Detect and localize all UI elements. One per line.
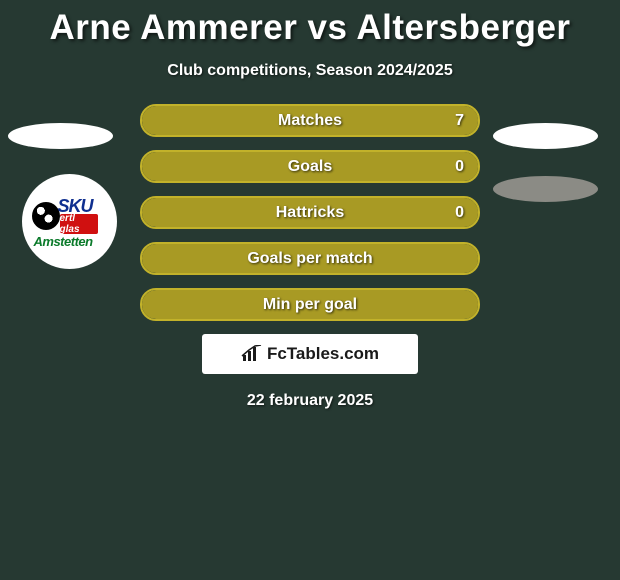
bar-label: Min per goal [263, 296, 357, 314]
bar-goals: Goals 0 [140, 150, 480, 183]
bar-hattricks: Hattricks 0 [140, 196, 480, 229]
bar-goals-per-match: Goals per match [140, 242, 480, 275]
bar-value: 0 [455, 158, 464, 176]
logo-mid-text: ertl glas [60, 214, 98, 234]
club-logo: SKU ertl glas Amstetten [22, 174, 117, 269]
subtitle: Club competitions, Season 2024/2025 [0, 62, 620, 80]
bar-matches: Matches 7 [140, 104, 480, 137]
soccer-ball-icon [32, 202, 60, 230]
player-right-pill [493, 123, 598, 149]
attribution-badge: FcTables.com [202, 334, 418, 374]
date-text: 22 february 2025 [0, 392, 620, 410]
bar-label: Matches [278, 112, 342, 130]
attribution-text: FcTables.com [267, 344, 379, 364]
logo-bottom-text: Amstetten [34, 234, 93, 249]
bar-value: 7 [455, 112, 464, 130]
bar-label: Goals [288, 158, 332, 176]
bar-min-per-goal: Min per goal [140, 288, 480, 321]
page-title: Arne Ammerer vs Altersberger [0, 0, 620, 48]
bar-label: Goals per match [247, 250, 372, 268]
bar-label: Hattricks [276, 204, 344, 222]
player-right-pill-secondary [493, 176, 598, 202]
stat-bars: Matches 7 Goals 0 Hattricks 0 Goals per … [140, 104, 480, 321]
bar-value: 0 [455, 204, 464, 222]
player-left-pill [8, 123, 113, 149]
bar-chart-icon [241, 345, 263, 363]
